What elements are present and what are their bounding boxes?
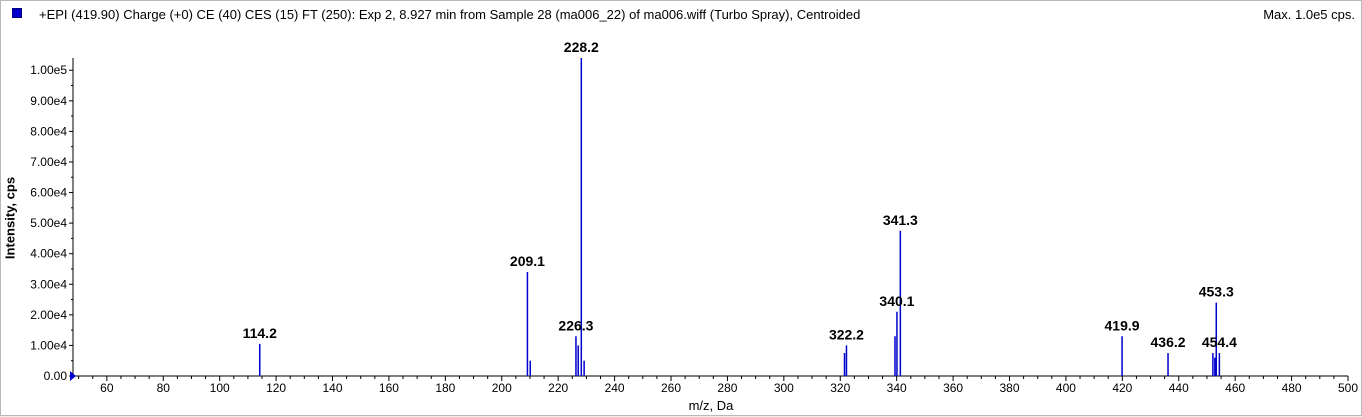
peak-label: 322.2	[829, 326, 864, 342]
peak-label: 341.3	[883, 212, 918, 228]
y-tick-label: 0.00	[44, 369, 68, 383]
y-tick-label: 6.00e4	[30, 186, 67, 200]
peak-label: 226.3	[558, 317, 593, 333]
x-tick-label: 500	[1338, 381, 1358, 395]
x-tick-label: 440	[1169, 381, 1189, 395]
axis-origin-marker	[70, 371, 76, 381]
spectrum-peak	[529, 360, 532, 376]
spectrum-peak	[899, 230, 902, 376]
x-tick-label: 360	[943, 381, 963, 395]
x-tick-label: 280	[717, 381, 737, 395]
spectrum-peak	[1167, 353, 1169, 376]
x-tick-label: 80	[157, 381, 171, 395]
y-tick-label: 4.00e4	[30, 247, 67, 261]
y-tick-label: 8.00e4	[30, 124, 67, 138]
x-tick-label: 400	[1056, 381, 1076, 395]
x-tick-label: 320	[830, 381, 850, 395]
spectrum-peak	[1214, 357, 1216, 376]
y-tick-label: 5.00e4	[30, 216, 67, 230]
spectrum-peak	[1212, 353, 1214, 376]
x-tick-label: 460	[1225, 381, 1245, 395]
spectrum-peak	[896, 311, 898, 376]
series-legend-swatch	[12, 8, 22, 18]
x-tick-label: 100	[210, 381, 230, 395]
chart-title: +EPI (419.90) Charge (+0) CE (40) CES (1…	[39, 7, 861, 22]
y-tick-label: 2.00e4	[30, 308, 67, 322]
spectrum-peak	[843, 353, 846, 376]
peak-label: 340.1	[879, 293, 914, 309]
x-tick-label: 200	[492, 381, 512, 395]
x-tick-label: 300	[774, 381, 794, 395]
peak-label: 209.1	[510, 253, 545, 269]
peak-label: 436.2	[1151, 334, 1186, 350]
spectrum-peak	[580, 58, 583, 376]
spectrum-peak	[1218, 353, 1221, 376]
x-axis-label: m/z, Da	[688, 398, 734, 413]
x-tick-label: 180	[435, 381, 455, 395]
spectrum-peak	[577, 345, 579, 376]
x-tick-label: 160	[379, 381, 399, 395]
x-tick-label: 420	[1112, 381, 1132, 395]
y-tick-label: 7.00e4	[30, 155, 67, 169]
y-tick-label: 1.00e5	[30, 63, 67, 77]
spectrum-peak	[894, 336, 896, 376]
peak-label: 454.4	[1202, 334, 1237, 350]
peak-label: 114.2	[243, 325, 277, 341]
spectrum-peak	[1121, 336, 1123, 376]
x-tick-label: 140	[322, 381, 342, 395]
x-tick-label: 120	[266, 381, 286, 395]
y-tick-label: 9.00e4	[30, 94, 67, 108]
spectrum-peak	[1215, 302, 1218, 376]
x-tick-label: 240	[605, 381, 625, 395]
y-tick-label: 1.00e4	[30, 338, 67, 352]
x-tick-label: 220	[548, 381, 568, 395]
max-intensity-label: Max. 1.0e5 cps.	[1263, 7, 1355, 22]
spectrum-peak	[845, 345, 848, 376]
spectrum-peak	[258, 343, 261, 376]
peak-label: 228.2	[564, 39, 599, 55]
x-tick-label: 60	[100, 381, 114, 395]
spectrum-peak	[575, 336, 577, 376]
y-tick-label: 3.00e4	[30, 277, 67, 291]
peak-label: 419.9	[1105, 317, 1140, 333]
x-tick-label: 380	[999, 381, 1019, 395]
spectrum-peak	[526, 272, 529, 376]
spectrum-peak	[583, 360, 585, 376]
x-tick-label: 480	[1282, 381, 1302, 395]
x-tick-label: 260	[661, 381, 681, 395]
x-tick-label: 340	[887, 381, 907, 395]
peak-label: 453.3	[1199, 284, 1234, 300]
